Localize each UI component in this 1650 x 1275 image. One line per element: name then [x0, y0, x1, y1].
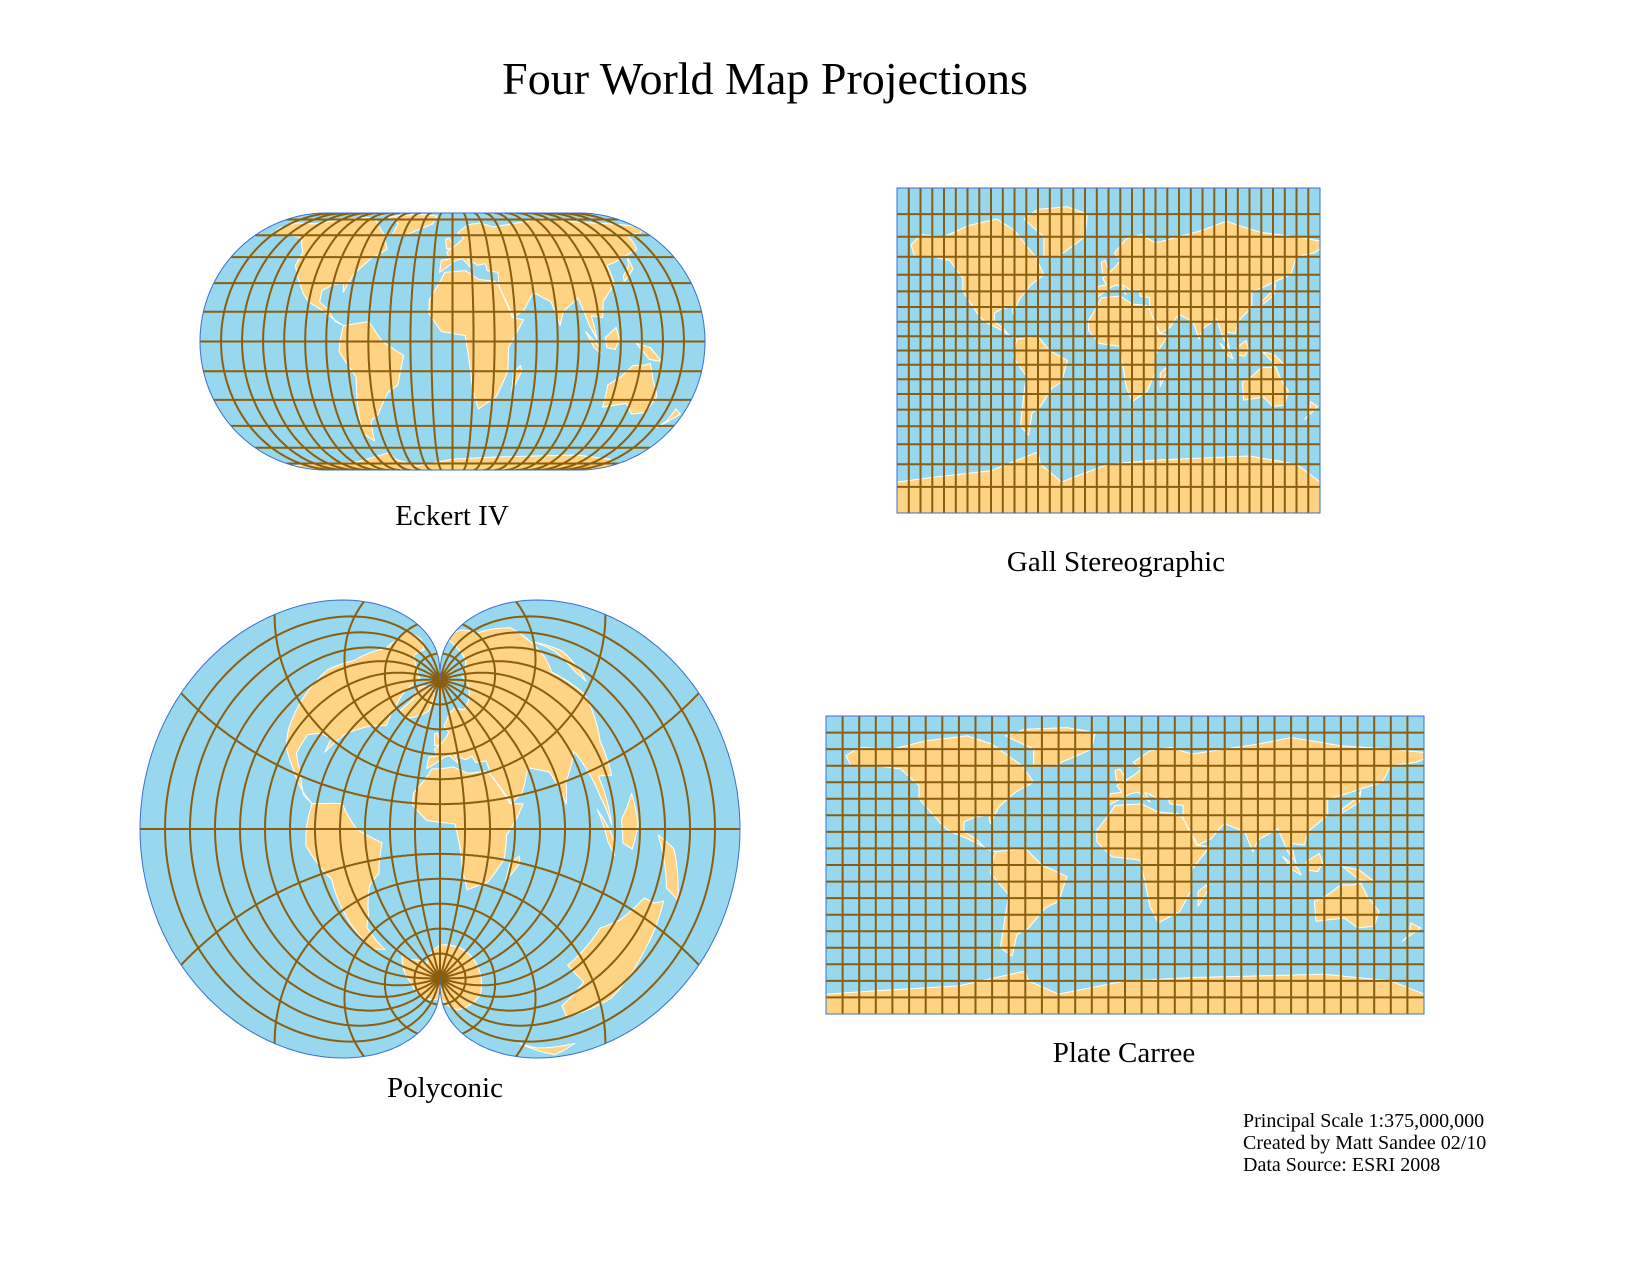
graticule	[140, 600, 740, 1058]
map-outline	[896, 187, 1321, 514]
page-title: Four World Map Projections	[502, 53, 1028, 104]
data-source: Data Source: ESRI 2008	[1243, 1154, 1441, 1176]
landmass-japan	[1260, 282, 1276, 306]
graticule	[826, 716, 1424, 1014]
landmass-eurasia	[1107, 737, 1424, 864]
plate-carree-label: Plate Carree	[1052, 1037, 1196, 1069]
map-outline	[825, 715, 1425, 1015]
parallel	[180, 692, 700, 806]
principal-scale: Principal Scale 1:375,000,000	[1243, 1110, 1485, 1132]
landmass-new-zealand	[519, 1042, 576, 1056]
map-credits: Principal Scale 1:375,000,000 Created by…	[1243, 1110, 1486, 1176]
landmass-borneo	[604, 327, 620, 350]
gall-stereographic-map	[896, 187, 1321, 514]
landmass-japan	[1340, 790, 1362, 815]
eckert-iv-label: Eckert IV	[395, 500, 509, 532]
parallel	[273, 877, 607, 1044]
map-outline	[139, 599, 741, 1059]
landmass-great-britain	[1114, 768, 1128, 783]
parallel	[343, 902, 537, 1058]
landmass-new-zealand	[656, 408, 681, 428]
parallel	[273, 614, 607, 781]
parallel	[180, 852, 700, 966]
graticule	[200, 213, 705, 470]
parallel	[383, 927, 497, 1035]
polyconic-map	[139, 599, 741, 1059]
map-outline	[199, 212, 706, 471]
landmass-borneo	[620, 793, 639, 850]
plate-carree-map	[825, 715, 1425, 1015]
landmass-sumatra	[596, 808, 616, 857]
landmass-greenland	[1004, 727, 1096, 767]
gall-stereographic-label: Gall Stereographic	[1006, 546, 1226, 578]
parallel	[413, 652, 467, 706]
eckert-iv-map	[199, 212, 706, 471]
polyconic-label: Polyconic	[387, 1072, 503, 1104]
author-credit: Created by Matt Sandee 02/10	[1243, 1132, 1487, 1154]
parallel	[383, 623, 497, 731]
parallel	[413, 952, 467, 1006]
landmass-greenland	[1023, 206, 1088, 258]
graticule	[897, 188, 1320, 513]
parallel	[343, 600, 537, 756]
